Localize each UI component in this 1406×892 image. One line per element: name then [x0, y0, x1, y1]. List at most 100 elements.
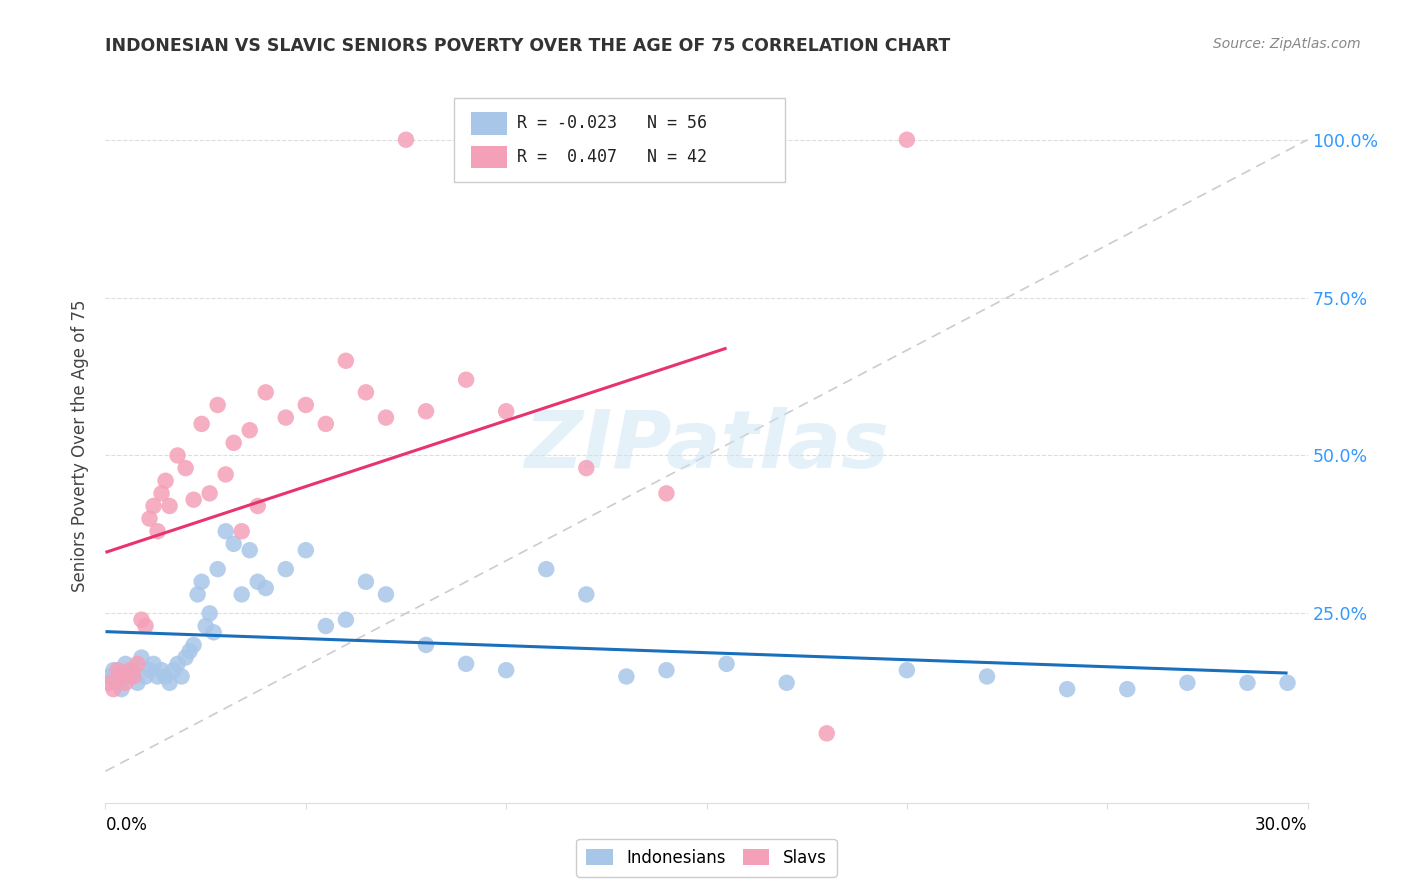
Point — [127, 675, 149, 690]
Point — [335, 613, 357, 627]
Point — [122, 669, 145, 683]
Point — [1056, 682, 1078, 697]
Point — [207, 398, 229, 412]
FancyBboxPatch shape — [454, 98, 785, 182]
Point — [214, 524, 236, 539]
Point — [170, 669, 193, 683]
Point — [155, 669, 177, 683]
Text: ZIPatlas: ZIPatlas — [524, 407, 889, 485]
Point — [222, 537, 245, 551]
Text: INDONESIAN VS SLAVIC SENIORS POVERTY OVER THE AGE OF 75 CORRELATION CHART: INDONESIAN VS SLAVIC SENIORS POVERTY OVE… — [105, 37, 950, 55]
Point — [222, 435, 245, 450]
Point — [207, 562, 229, 576]
Point — [166, 449, 188, 463]
Point — [315, 619, 337, 633]
Text: 30.0%: 30.0% — [1256, 816, 1308, 834]
Point — [354, 574, 377, 589]
Point — [454, 657, 477, 671]
Point — [187, 587, 209, 601]
Point — [98, 675, 121, 690]
Point — [107, 663, 129, 677]
Point — [534, 562, 557, 576]
Point — [146, 524, 169, 539]
Point — [190, 417, 212, 431]
Point — [976, 669, 998, 683]
Point — [315, 417, 337, 431]
Point — [575, 587, 598, 601]
Point — [239, 423, 262, 437]
Point — [194, 619, 217, 633]
Point — [142, 657, 165, 671]
Point — [150, 663, 173, 677]
Point — [190, 574, 212, 589]
Point — [146, 669, 169, 683]
Point — [246, 574, 269, 589]
Point — [896, 133, 918, 147]
Point — [122, 663, 145, 677]
Point — [166, 657, 188, 671]
FancyBboxPatch shape — [471, 112, 508, 135]
Point — [1177, 675, 1199, 690]
Point — [716, 657, 738, 671]
Point — [118, 663, 141, 677]
Point — [246, 499, 269, 513]
Text: R =  0.407   N = 42: R = 0.407 N = 42 — [516, 148, 707, 166]
Point — [776, 675, 799, 690]
Text: 0.0%: 0.0% — [105, 816, 148, 834]
Point — [159, 499, 181, 513]
Text: R = -0.023   N = 56: R = -0.023 N = 56 — [516, 114, 707, 132]
FancyBboxPatch shape — [471, 145, 508, 169]
Point — [295, 398, 318, 412]
Point — [239, 543, 262, 558]
Point — [415, 638, 437, 652]
Point — [616, 669, 638, 683]
Point — [1116, 682, 1139, 697]
Point — [231, 524, 253, 539]
Point — [127, 657, 149, 671]
Point — [131, 650, 153, 665]
Point — [815, 726, 838, 740]
Point — [103, 663, 125, 677]
Point — [114, 657, 136, 671]
Point — [150, 486, 173, 500]
Point — [655, 663, 678, 677]
Point — [183, 638, 205, 652]
Point — [107, 675, 129, 690]
Point — [114, 675, 136, 690]
Point — [655, 486, 678, 500]
Point — [138, 663, 160, 677]
Point — [295, 543, 318, 558]
Text: Source: ZipAtlas.com: Source: ZipAtlas.com — [1213, 37, 1361, 52]
Point — [1277, 675, 1299, 690]
Point — [374, 587, 398, 601]
Point — [454, 373, 477, 387]
Point — [254, 385, 277, 400]
Point — [110, 682, 132, 697]
Point — [231, 587, 253, 601]
Point — [354, 385, 377, 400]
Point — [896, 663, 918, 677]
Point — [174, 650, 197, 665]
Point — [214, 467, 236, 482]
Point — [1236, 675, 1258, 690]
Point — [254, 581, 277, 595]
Point — [198, 607, 221, 621]
Point — [174, 461, 197, 475]
Point — [495, 663, 517, 677]
Point — [575, 461, 598, 475]
Point — [395, 133, 418, 147]
Point — [179, 644, 201, 658]
Point — [135, 619, 157, 633]
Point — [135, 669, 157, 683]
Point — [274, 410, 297, 425]
Point — [202, 625, 225, 640]
Point — [274, 562, 297, 576]
Point — [183, 492, 205, 507]
Point — [198, 486, 221, 500]
Point — [495, 404, 517, 418]
Point — [118, 669, 141, 683]
Point — [103, 682, 125, 697]
Point — [335, 353, 357, 368]
Point — [98, 669, 121, 683]
Point — [110, 669, 132, 683]
